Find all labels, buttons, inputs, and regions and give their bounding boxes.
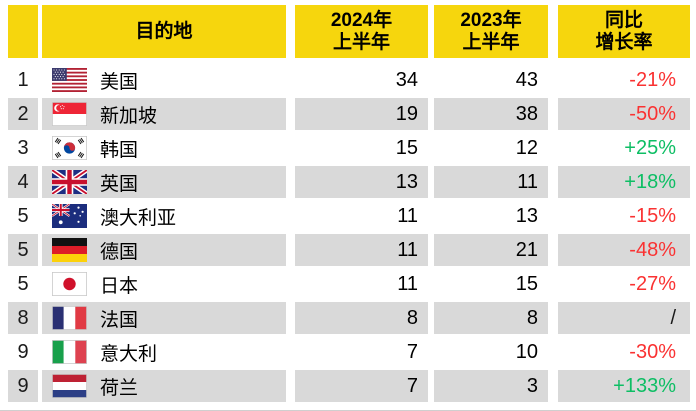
country-name: 新加坡	[100, 105, 158, 127]
country-name: 英国	[100, 173, 139, 195]
italy-flag-icon	[52, 340, 87, 364]
growth-cell: -15%	[629, 204, 676, 227]
value-2024-cell: 15	[395, 136, 418, 159]
year-2023-header-line1: 2023年	[460, 9, 522, 31]
value-2023-cell: 15	[515, 272, 538, 295]
country-name: 意大利	[100, 343, 158, 365]
table-row: 3 韩国	[8, 132, 696, 164]
destination-cell: 澳大利亚	[42, 200, 286, 232]
destination-cell: 意大利	[42, 336, 286, 368]
growth-header-line1: 同比	[604, 9, 643, 31]
country-name: 德国	[100, 241, 139, 263]
rank-cell: 8	[8, 302, 38, 334]
growth-cell: +25%	[624, 136, 676, 159]
country-name: 荷兰	[100, 377, 139, 399]
value-2023-cell: 13	[515, 204, 538, 227]
value-2023-cell: 38	[434, 98, 548, 130]
growth-cell: -27%	[629, 272, 676, 295]
destination-cell: 日本	[42, 268, 286, 300]
rank-cell: 5	[8, 234, 38, 266]
table-row: 9 意大利 7 10 -30%	[8, 336, 696, 368]
country-name: 美国	[100, 71, 139, 93]
country-name: 韩国	[100, 139, 139, 161]
value-2024-cell: 34	[395, 68, 418, 91]
value-2023-cell: 43	[515, 68, 538, 91]
year-2023-column-header: 2023年 上半年	[434, 5, 548, 58]
growth-cell: -30%	[629, 340, 676, 363]
destination-cell: 美国	[42, 64, 286, 96]
table-row: 5 日本 11 15 -27%	[8, 268, 696, 300]
country-name: 日本	[100, 275, 139, 297]
destination-cell: 韩国	[42, 132, 286, 164]
growth-cell: +18%	[558, 166, 690, 198]
growth-cell: -48%	[558, 234, 690, 266]
year-2024-header-line1: 2024年	[330, 9, 393, 31]
destination-column-header: 目的地	[42, 5, 286, 58]
growth-header-line2: 增长率	[595, 31, 653, 53]
rank-cell: 3	[17, 136, 29, 159]
destination-cell: 法国	[42, 302, 286, 334]
japan-flag-icon	[52, 272, 87, 296]
rank-cell: 2	[8, 98, 38, 130]
value-2024-cell: 11	[397, 204, 418, 227]
value-2024-cell: 7	[295, 370, 428, 402]
rank-column-header	[8, 5, 38, 58]
rank-cell: 9	[8, 370, 38, 402]
rank-cell: 9	[17, 340, 29, 363]
rank-cell: 1	[17, 68, 29, 91]
value-2023-cell: 21	[434, 234, 548, 266]
value-2024-cell: 8	[295, 302, 428, 334]
value-2024-cell: 7	[406, 340, 418, 363]
singapore-flag-icon	[52, 102, 87, 126]
growth-cell: -50%	[558, 98, 690, 130]
growth-cell: -21%	[629, 68, 676, 91]
australia-flag-icon	[52, 204, 87, 228]
table-row: 2 新加坡 19	[8, 98, 696, 130]
table-header-row: 目的地 2024年 上半年 2023年 上半年 同比 增长率	[8, 5, 696, 58]
value-2024-cell: 19	[295, 98, 428, 130]
year-2023-header-line2: 上半年	[462, 31, 520, 53]
destination-cell: 德国	[42, 234, 286, 266]
value-2023-cell: 3	[434, 370, 548, 402]
value-2024-cell: 11	[295, 234, 428, 266]
uk-flag-icon	[52, 170, 87, 194]
france-flag-icon	[52, 306, 87, 330]
destination-cell: 英国	[42, 166, 286, 198]
table-row: 5	[8, 200, 696, 232]
country-name: 澳大利亚	[100, 207, 177, 229]
destination-cell: 新加坡	[42, 98, 286, 130]
value-2024-cell: 11	[397, 272, 418, 295]
table-row: 5 德国 11 21 -48%	[8, 234, 696, 266]
table-row: 8 法国 8 8 /	[8, 302, 696, 334]
destination-cell: 荷兰	[42, 370, 286, 402]
destination-header-label: 目的地	[135, 20, 193, 42]
year-2024-header-line2: 上半年	[332, 31, 390, 53]
value-2024-cell: 13	[295, 166, 428, 198]
usa-flag-icon	[52, 68, 87, 92]
rank-cell: 4	[8, 166, 38, 198]
table-body: 1	[8, 64, 696, 402]
growth-cell: /	[558, 302, 690, 334]
value-2023-cell: 10	[515, 340, 538, 363]
rank-cell: 5	[17, 272, 29, 295]
germany-flag-icon	[52, 238, 87, 262]
growth-column-header: 同比 增长率	[558, 5, 690, 58]
table-row: 1	[8, 64, 696, 96]
table-row: 4 英国 13 11 +18%	[8, 166, 696, 198]
table-row: 9 荷兰 7 3 +133%	[8, 370, 696, 402]
value-2023-cell: 8	[434, 302, 548, 334]
year-2024-column-header: 2024年 上半年	[295, 5, 428, 58]
south-korea-flag-icon	[52, 136, 87, 160]
value-2023-cell: 12	[515, 136, 538, 159]
rank-cell: 5	[17, 204, 29, 227]
netherlands-flag-icon	[52, 374, 87, 398]
growth-cell: +133%	[558, 370, 690, 402]
value-2023-cell: 11	[434, 166, 548, 198]
country-name: 法国	[100, 309, 139, 331]
